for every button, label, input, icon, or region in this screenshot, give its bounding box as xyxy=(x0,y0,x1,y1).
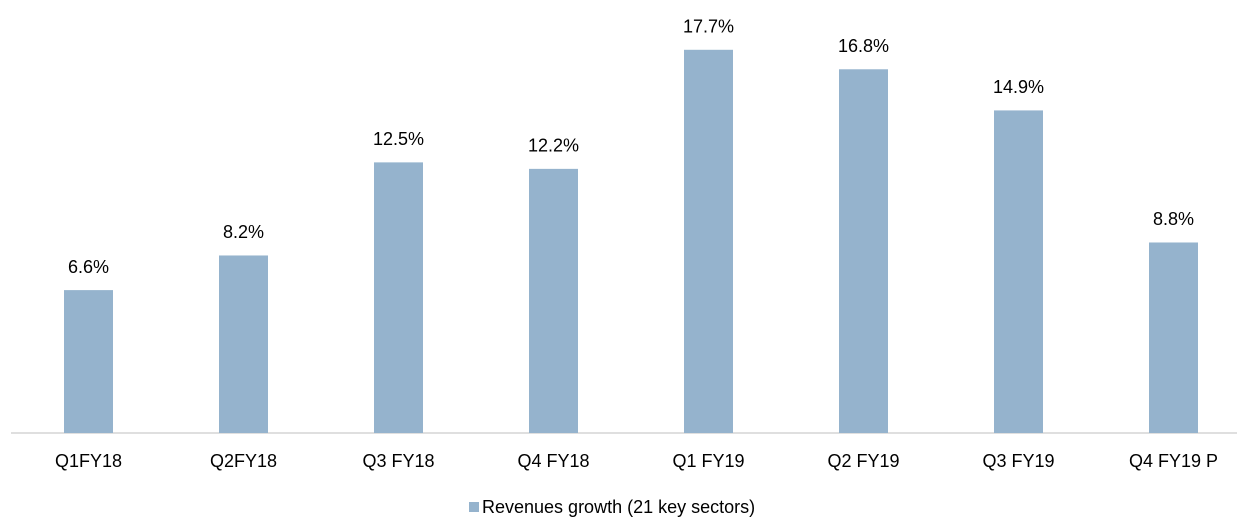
bar xyxy=(219,255,268,433)
legend-swatch xyxy=(469,502,479,512)
x-tick-label: Q3 FY18 xyxy=(362,451,434,471)
data-label: 8.8% xyxy=(1153,209,1194,229)
x-tick-label: Q1FY18 xyxy=(55,451,122,471)
x-tick-label: Q1 FY19 xyxy=(672,451,744,471)
x-tick-label: Q4 FY18 xyxy=(517,451,589,471)
x-tick-label: Q2FY18 xyxy=(210,451,277,471)
bar xyxy=(1149,242,1198,433)
data-label: 12.5% xyxy=(373,129,424,149)
data-label: 16.8% xyxy=(838,36,889,56)
x-tick-label: Q3 FY19 xyxy=(982,451,1054,471)
data-label: 14.9% xyxy=(993,77,1044,97)
data-label: 8.2% xyxy=(223,222,264,242)
x-tick-label: Q4 FY19 P xyxy=(1129,451,1218,471)
data-label: 17.7% xyxy=(683,17,734,37)
bar xyxy=(64,290,113,433)
data-label: 6.6% xyxy=(68,257,109,277)
bar xyxy=(684,49,733,434)
bar xyxy=(374,162,423,433)
legend-label: Revenues growth (21 key sectors) xyxy=(482,497,755,517)
x-tick-label: Q2 FY19 xyxy=(827,451,899,471)
bar xyxy=(994,110,1043,433)
bar xyxy=(529,168,578,433)
bar xyxy=(839,69,888,433)
data-label: 12.2% xyxy=(528,136,579,156)
